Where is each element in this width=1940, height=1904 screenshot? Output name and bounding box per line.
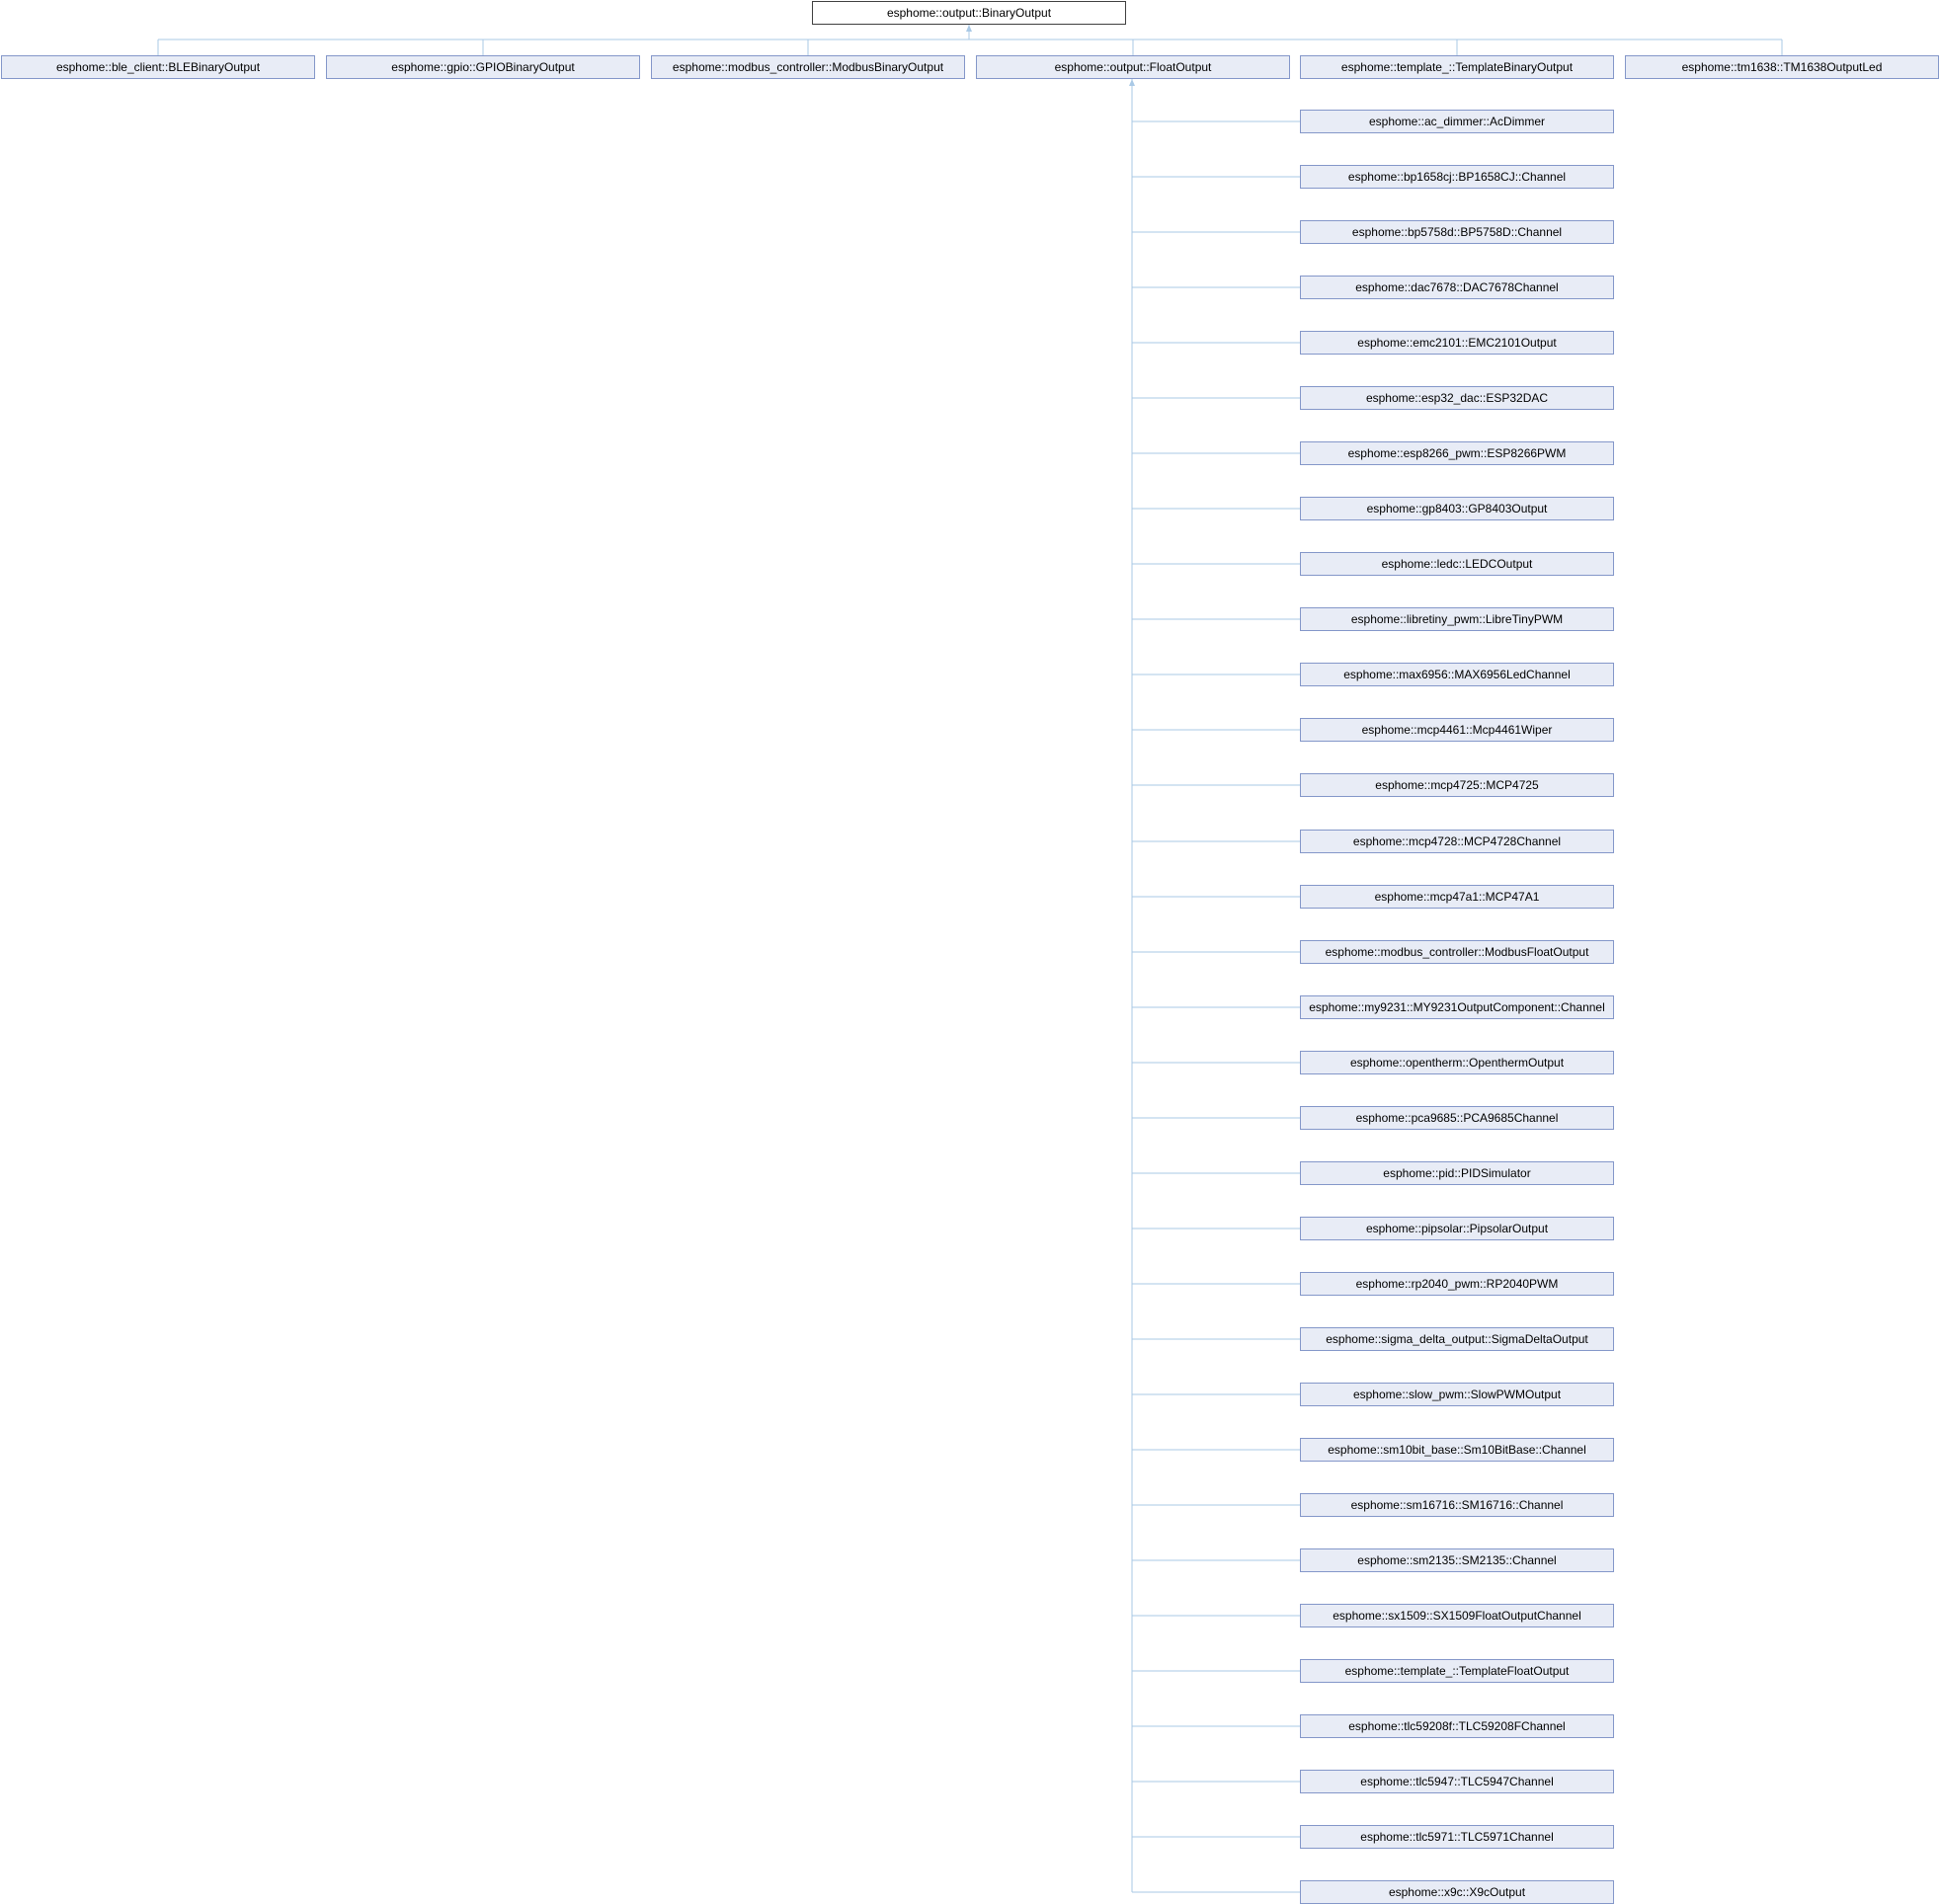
class-node-max6956-max6956ledchannel[interactable]: esphome::max6956::MAX6956LedChannel [1300,663,1614,686]
class-node-sm10bit-base-sm10bitbase-channel[interactable]: esphome::sm10bit_base::Sm10BitBase::Chan… [1300,1438,1614,1462]
class-node-modbus-controller-modbusbinaryoutput[interactable]: esphome::modbus_controller::ModbusBinary… [651,55,965,79]
class-node-x9c-x9coutput[interactable]: esphome::x9c::X9cOutput [1300,1880,1614,1904]
class-node-sm16716-sm16716-channel[interactable]: esphome::sm16716::SM16716::Channel [1300,1493,1614,1517]
arrow-root [966,25,972,32]
class-node-mcp4461-mcp4461wiper[interactable]: esphome::mcp4461::Mcp4461Wiper [1300,718,1614,742]
class-node-bp5758d-bp5758d-channel[interactable]: esphome::bp5758d::BP5758D::Channel [1300,220,1614,244]
class-node-tm1638-tm1638outputled[interactable]: esphome::tm1638::TM1638OutputLed [1625,55,1939,79]
class-node-gp8403-gp8403output[interactable]: esphome::gp8403::GP8403Output [1300,497,1614,520]
class-node-sigma-delta-output-sigmadeltaoutput[interactable]: esphome::sigma_delta_output::SigmaDeltaO… [1300,1327,1614,1351]
class-node-emc2101-emc2101output[interactable]: esphome::emc2101::EMC2101Output [1300,331,1614,355]
class-node-esp8266-pwm-esp8266pwm[interactable]: esphome::esp8266_pwm::ESP8266PWM [1300,441,1614,465]
class-node-libretiny-pwm-libretinypwm[interactable]: esphome::libretiny_pwm::LibreTinyPWM [1300,607,1614,631]
class-node-bp1658cj-bp1658cj-channel[interactable]: esphome::bp1658cj::BP1658CJ::Channel [1300,165,1614,189]
class-node-modbus-controller-modbusfloatoutput[interactable]: esphome::modbus_controller::ModbusFloatO… [1300,940,1614,964]
class-node-sx1509-sx1509floatoutputchannel[interactable]: esphome::sx1509::SX1509FloatOutputChanne… [1300,1604,1614,1627]
class-node-mcp4725-mcp4725[interactable]: esphome::mcp4725::MCP4725 [1300,773,1614,797]
class-node-tlc5971-tlc5971channel[interactable]: esphome::tlc5971::TLC5971Channel [1300,1825,1614,1849]
class-node-mcp47a1-mcp47a1[interactable]: esphome::mcp47a1::MCP47A1 [1300,885,1614,909]
class-node-tlc5947-tlc5947channel[interactable]: esphome::tlc5947::TLC5947Channel [1300,1770,1614,1793]
class-node-pid-pidsimulator[interactable]: esphome::pid::PIDSimulator [1300,1161,1614,1185]
class-node-sm2135-sm2135-channel[interactable]: esphome::sm2135::SM2135::Channel [1300,1548,1614,1572]
class-node-pca9685-pca9685channel[interactable]: esphome::pca9685::PCA9685Channel [1300,1106,1614,1130]
class-node-ble-client-blebinaryoutput[interactable]: esphome::ble_client::BLEBinaryOutput [1,55,315,79]
class-node-mcp4728-mcp4728channel[interactable]: esphome::mcp4728::MCP4728Channel [1300,830,1614,853]
class-node-my9231-my9231outputcomponent-channel[interactable]: esphome::my9231::MY9231OutputComponent::… [1300,995,1614,1019]
class-node-ledc-ledcoutput[interactable]: esphome::ledc::LEDCOutput [1300,552,1614,576]
class-node-pipsolar-pipsolaroutput[interactable]: esphome::pipsolar::PipsolarOutput [1300,1217,1614,1240]
class-node-gpio-gpiobinaryoutput[interactable]: esphome::gpio::GPIOBinaryOutput [326,55,640,79]
class-node-template--templatefloatoutput[interactable]: esphome::template_::TemplateFloatOutput [1300,1659,1614,1683]
class-node-tlc59208f-tlc59208fchannel[interactable]: esphome::tlc59208f::TLC59208FChannel [1300,1714,1614,1738]
class-node-template--templatebinaryoutput[interactable]: esphome::template_::TemplateBinaryOutput [1300,55,1614,79]
class-node-output-floatoutput[interactable]: esphome::output::FloatOutput [976,55,1290,79]
class-node-output-binaryoutput[interactable]: esphome::output::BinaryOutput [812,1,1126,25]
class-node-slow-pwm-slowpwmoutput[interactable]: esphome::slow_pwm::SlowPWMOutput [1300,1383,1614,1406]
class-node-opentherm-openthermoutput[interactable]: esphome::opentherm::OpenthermOutput [1300,1051,1614,1074]
class-node-ac-dimmer-acdimmer[interactable]: esphome::ac_dimmer::AcDimmer [1300,110,1614,133]
class-node-dac7678-dac7678channel[interactable]: esphome::dac7678::DAC7678Channel [1300,276,1614,299]
class-node-rp2040-pwm-rp2040pwm[interactable]: esphome::rp2040_pwm::RP2040PWM [1300,1272,1614,1296]
class-node-esp32-dac-esp32dac[interactable]: esphome::esp32_dac::ESP32DAC [1300,386,1614,410]
